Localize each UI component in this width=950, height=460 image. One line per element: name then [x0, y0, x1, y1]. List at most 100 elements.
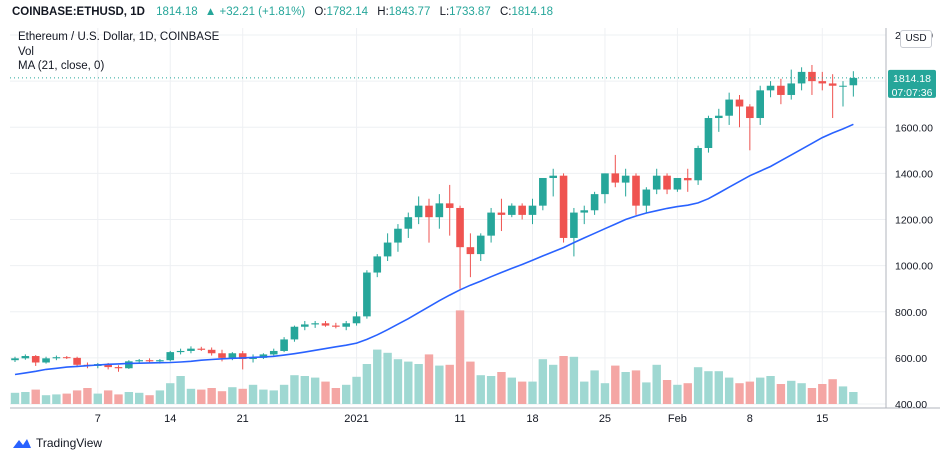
candle-body — [632, 175, 640, 206]
volume-bar — [466, 361, 475, 404]
up-arrow-icon: ▲ — [204, 6, 217, 18]
bar-countdown-label: 07:07:36 — [892, 87, 933, 99]
volume-bar — [476, 375, 485, 404]
candle-body — [559, 175, 568, 238]
candle-body — [373, 256, 382, 273]
candle-body — [249, 357, 257, 360]
volume-bar — [103, 390, 113, 404]
candle-body — [62, 357, 71, 359]
candle-body — [725, 99, 733, 116]
candle-body — [228, 353, 237, 358]
volume-bar — [580, 381, 589, 404]
candle-body — [352, 316, 361, 324]
volume-bar — [124, 392, 134, 404]
candle-body — [73, 357, 81, 365]
volume-bar — [849, 392, 858, 404]
candle-body — [125, 361, 133, 369]
volume-bar — [693, 367, 703, 404]
candle-body — [787, 83, 796, 95]
volume-bar — [766, 376, 775, 404]
y-tick-label: 800.00 — [895, 307, 927, 319]
candle-body — [456, 207, 464, 248]
volume-bar — [114, 394, 123, 404]
candle-body — [52, 357, 61, 359]
symbol-label[interactable]: COINBASE:ETHUSD, 1D — [12, 6, 145, 18]
tradingview-logo[interactable]: TradingView — [12, 436, 102, 450]
volume-bar — [559, 356, 568, 404]
candle-body — [425, 205, 433, 218]
x-tick-label: 11 — [454, 413, 465, 425]
volume-bar — [217, 391, 227, 404]
candle-body — [704, 118, 713, 149]
volume-bar — [445, 364, 454, 404]
volume-bar — [683, 383, 692, 404]
legend-ma[interactable]: MA (21, close, 0) — [18, 60, 105, 72]
volume-bar — [704, 371, 713, 404]
volume-bar — [331, 388, 341, 404]
volume-bar — [248, 384, 258, 404]
candle-body — [487, 212, 495, 236]
y-tick-label: 1200.00 — [895, 215, 933, 227]
y-tick-label: 1600.00 — [895, 122, 933, 134]
candle-body — [621, 175, 630, 183]
candle-body — [518, 205, 526, 215]
x-axis[interactable]: 7 14 21 2021 11 18 25 Feb 8 15 — [95, 413, 829, 425]
volume-bar — [10, 392, 20, 404]
last-price-tag-bg — [888, 69, 936, 98]
volume-bar — [745, 381, 755, 404]
candle-body — [145, 360, 154, 362]
candle-body — [746, 106, 754, 119]
legend-title[interactable]: Ethereum / U.S. Dollar, 1D, COINBASE — [18, 31, 220, 43]
volume-bar — [166, 383, 175, 404]
volume-bar — [528, 381, 537, 404]
volume-bar — [197, 389, 206, 404]
candle-body — [497, 212, 506, 215]
candle-body — [269, 350, 278, 355]
volume-bar — [590, 370, 599, 404]
volume-bar — [455, 310, 465, 404]
ma-line — [14, 123, 854, 376]
candle-body — [549, 175, 557, 178]
candle-body — [476, 235, 485, 255]
candle-body — [580, 210, 589, 213]
low-value: 1733.87 — [449, 6, 491, 18]
volume-bar — [642, 382, 651, 404]
volume-bar — [176, 376, 185, 404]
volume-bar — [155, 390, 165, 404]
change-label: +32.21 (+1.81%) — [219, 6, 306, 18]
close-value: 1814.18 — [511, 6, 554, 18]
volume-bar — [714, 371, 723, 404]
candle-body — [383, 242, 392, 257]
currency-button[interactable]: USD — [900, 30, 932, 48]
volume-bar — [611, 365, 620, 404]
volume-bar — [673, 384, 682, 404]
candle-body — [156, 360, 164, 362]
x-tick-label: 14 — [164, 413, 176, 425]
candle-body — [342, 323, 350, 327]
candle-body — [766, 85, 775, 91]
candle-body — [311, 323, 319, 325]
candlesticks — [11, 64, 858, 372]
candle-body — [777, 85, 785, 95]
volume-bar — [807, 388, 817, 404]
volume-bar — [72, 390, 82, 404]
volume-bar — [290, 375, 299, 404]
x-tick-label: 8 — [747, 413, 753, 425]
volume-bar — [828, 379, 837, 404]
candle-body — [238, 353, 247, 360]
candle-body — [839, 85, 847, 87]
candle-body — [332, 325, 340, 327]
volume-bar — [207, 388, 216, 404]
grid-lines — [10, 28, 886, 405]
volume-bar — [735, 383, 744, 404]
high-label: H: — [377, 6, 389, 18]
legend-volume[interactable]: Vol — [18, 46, 34, 58]
candle-body — [735, 99, 744, 107]
volume-bar — [486, 376, 496, 404]
candle-body — [301, 324, 309, 327]
candle-body — [601, 173, 609, 195]
y-tick-label: 1000.00 — [895, 261, 933, 273]
candle-body — [259, 354, 268, 358]
volume-bar — [435, 365, 444, 404]
